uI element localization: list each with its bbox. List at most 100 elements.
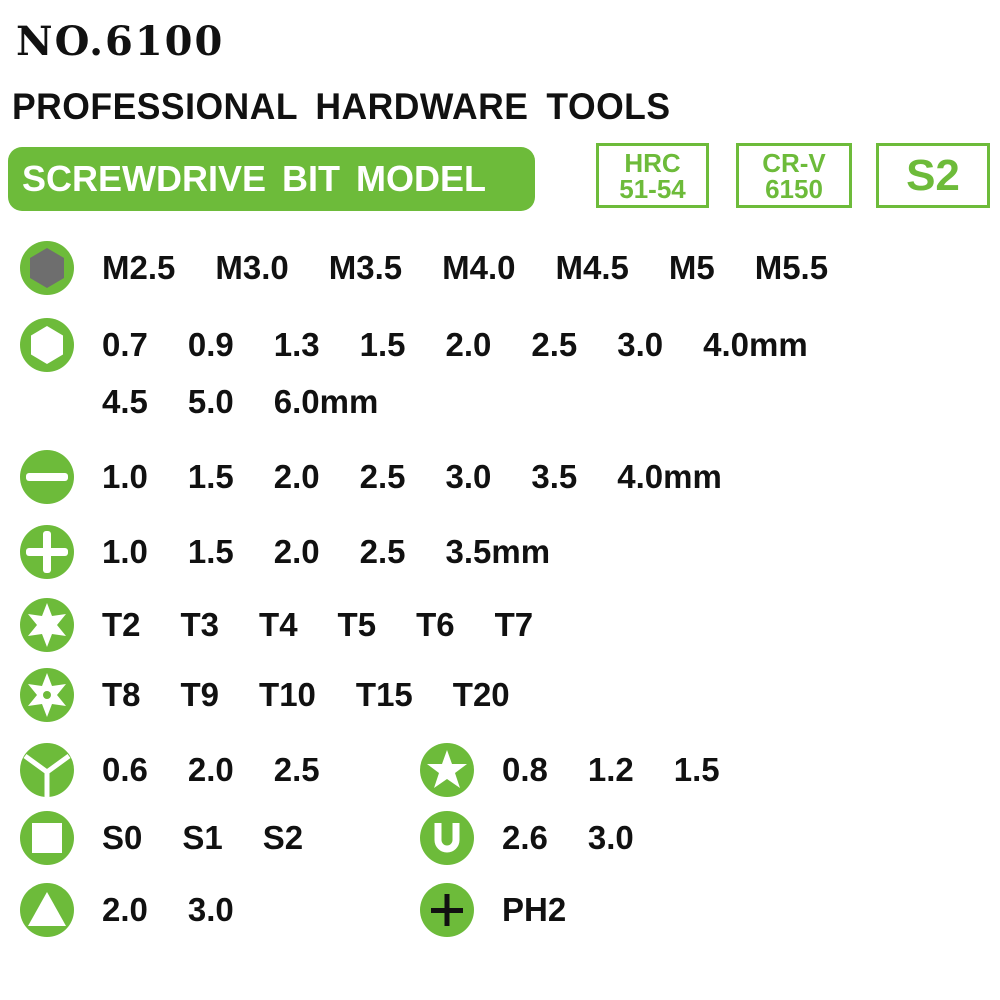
tri-wing-icon — [19, 742, 75, 798]
ph-cross-icon — [419, 882, 475, 938]
spec-s2-label: S2 — [906, 150, 960, 200]
size-list: 0.6 2.0 2.5 — [102, 751, 320, 789]
bit-row-slotted: 1.0 1.5 2.0 2.5 3.0 3.5 4.0mm — [19, 449, 722, 505]
spec-hrc-value: 51-54 — [619, 173, 686, 204]
size-item: T5 — [337, 606, 377, 643]
size-item: 2.0 — [102, 891, 148, 928]
size-item: 6.0mm — [273, 383, 379, 420]
size-list: S0 S1 S2 — [102, 819, 303, 857]
size-item: 4.5 — [102, 383, 148, 420]
spec-crv-value: 6150 — [765, 173, 823, 204]
size-item: S2 — [262, 819, 304, 856]
torx-security-icon — [19, 667, 75, 723]
spec-crv: CR-V 6150 — [736, 143, 852, 208]
spec-hrc: HRC 51-54 — [596, 143, 709, 208]
size-item: 3.0 — [617, 326, 664, 363]
size-item: M3.5 — [328, 249, 403, 286]
size-list: M2.5 M3.0 M3.5 M4.0 M4.5 M5 M5.5 — [102, 249, 828, 287]
bit-row-triangle: 2.0 3.0 — [19, 882, 234, 938]
size-list: 1.0 1.5 2.0 2.5 3.0 3.5 4.0mm — [102, 458, 722, 496]
size-item: 1.2 — [587, 751, 634, 788]
size-item: PH2 — [502, 891, 567, 928]
size-item: 2.5 — [359, 533, 406, 570]
torx-icon — [19, 597, 75, 653]
size-item: T7 — [494, 606, 534, 643]
hexagon-icon — [19, 317, 75, 373]
phillips-icon — [19, 524, 75, 580]
size-item: 1.5 — [187, 458, 234, 495]
size-item: T2 — [102, 606, 141, 643]
size-item: 2.5 — [273, 751, 320, 788]
size-item: M3.0 — [215, 249, 289, 286]
size-list: 0.8 1.2 1.5 — [502, 751, 720, 789]
size-item: 3.0 — [445, 458, 492, 495]
bit-row-ph: PH2 — [419, 882, 566, 938]
size-item: M4.5 — [555, 249, 629, 286]
size-item: 1.0 — [102, 458, 148, 495]
bit-row-hex: 0.7 0.9 1.3 1.5 2.0 2.5 3.0 4.0mm — [19, 317, 808, 373]
bit-row-torx-security: T8 T9 T10 T15 T20 — [19, 667, 510, 723]
size-item: T4 — [259, 606, 298, 643]
bit-row-torx: T2 T3 T4 T5 T6 T7 — [19, 597, 533, 653]
size-list: T2 T3 T4 T5 T6 T7 — [102, 606, 533, 644]
size-item: 2.5 — [531, 326, 578, 363]
pentalobe-star-icon — [419, 742, 475, 798]
size-item: 2.0 — [273, 533, 320, 570]
size-item: 3.5mm — [445, 533, 551, 570]
size-item: 4.0mm — [617, 458, 722, 495]
bit-row-hex: 4.5 5.0 6.0mm — [19, 374, 378, 430]
size-item: 4.0mm — [703, 326, 808, 363]
u-type-icon — [419, 810, 475, 866]
hex-socket-icon — [19, 240, 75, 296]
size-item: 2.0 — [273, 458, 320, 495]
size-list: 4.5 5.0 6.0mm — [102, 383, 378, 421]
size-item: 2.0 — [445, 326, 492, 363]
bit-row-square: S0 S1 S2 — [19, 810, 303, 866]
bit-row-phillips: 1.0 1.5 2.0 2.5 3.5mm — [19, 524, 550, 580]
size-item: T9 — [180, 676, 220, 713]
size-item: 3.5 — [531, 458, 578, 495]
spec-crv-label: CR-V — [762, 147, 826, 178]
size-item: M5 — [668, 249, 715, 286]
size-list: 2.6 3.0 — [502, 819, 634, 857]
size-item: T10 — [259, 676, 316, 713]
square-icon — [19, 810, 75, 866]
bit-row-pentalobe: 0.8 1.2 1.5 — [419, 742, 720, 798]
size-item: T6 — [416, 606, 455, 643]
icon-spacer — [19, 374, 75, 430]
slotted-icon — [19, 449, 75, 505]
spec-s2: S2 — [876, 143, 990, 208]
size-item: M2.5 — [102, 249, 176, 286]
spec-hrc-label: HRC — [624, 147, 681, 178]
size-item: 2.5 — [359, 458, 406, 495]
size-item: 3.0 — [587, 819, 634, 856]
bit-row-u-type: 2.6 3.0 — [419, 810, 634, 866]
size-item: 3.0 — [187, 891, 234, 928]
size-item: 1.0 — [102, 533, 148, 570]
size-item: 1.5 — [359, 326, 406, 363]
size-item: T15 — [355, 676, 413, 713]
size-item: 2.0 — [187, 751, 234, 788]
size-item: 1.5 — [673, 751, 720, 788]
size-item: 5.0 — [187, 383, 234, 420]
model-number: NO.6100 — [16, 18, 225, 65]
size-item: M4.0 — [442, 249, 516, 286]
section-label: SCREWDRIVE BIT MODEL — [8, 147, 535, 211]
size-item: 0.6 — [102, 751, 148, 788]
size-item: M5.5 — [754, 249, 829, 286]
size-list: T8 T9 T10 T15 T20 — [102, 676, 510, 714]
size-item: 1.3 — [273, 326, 320, 363]
bit-row-hex-socket: M2.5 M3.0 M3.5 M4.0 M4.5 M5 M5.5 — [19, 240, 828, 296]
size-item: S0 — [102, 819, 143, 856]
size-item: 0.9 — [187, 326, 234, 363]
size-item: T20 — [452, 676, 510, 713]
size-list: 1.0 1.5 2.0 2.5 3.5mm — [102, 533, 550, 571]
size-item: 0.7 — [102, 326, 148, 363]
size-item: T8 — [102, 676, 141, 713]
size-item: S1 — [182, 819, 223, 856]
triangle-icon — [19, 882, 75, 938]
size-item: 2.6 — [502, 819, 548, 856]
subtitle: PROFESSIONAL HARDWARE TOOLS — [12, 86, 671, 127]
size-list: 2.0 3.0 — [102, 891, 234, 929]
size-list: 0.7 0.9 1.3 1.5 2.0 2.5 3.0 4.0mm — [102, 326, 808, 364]
